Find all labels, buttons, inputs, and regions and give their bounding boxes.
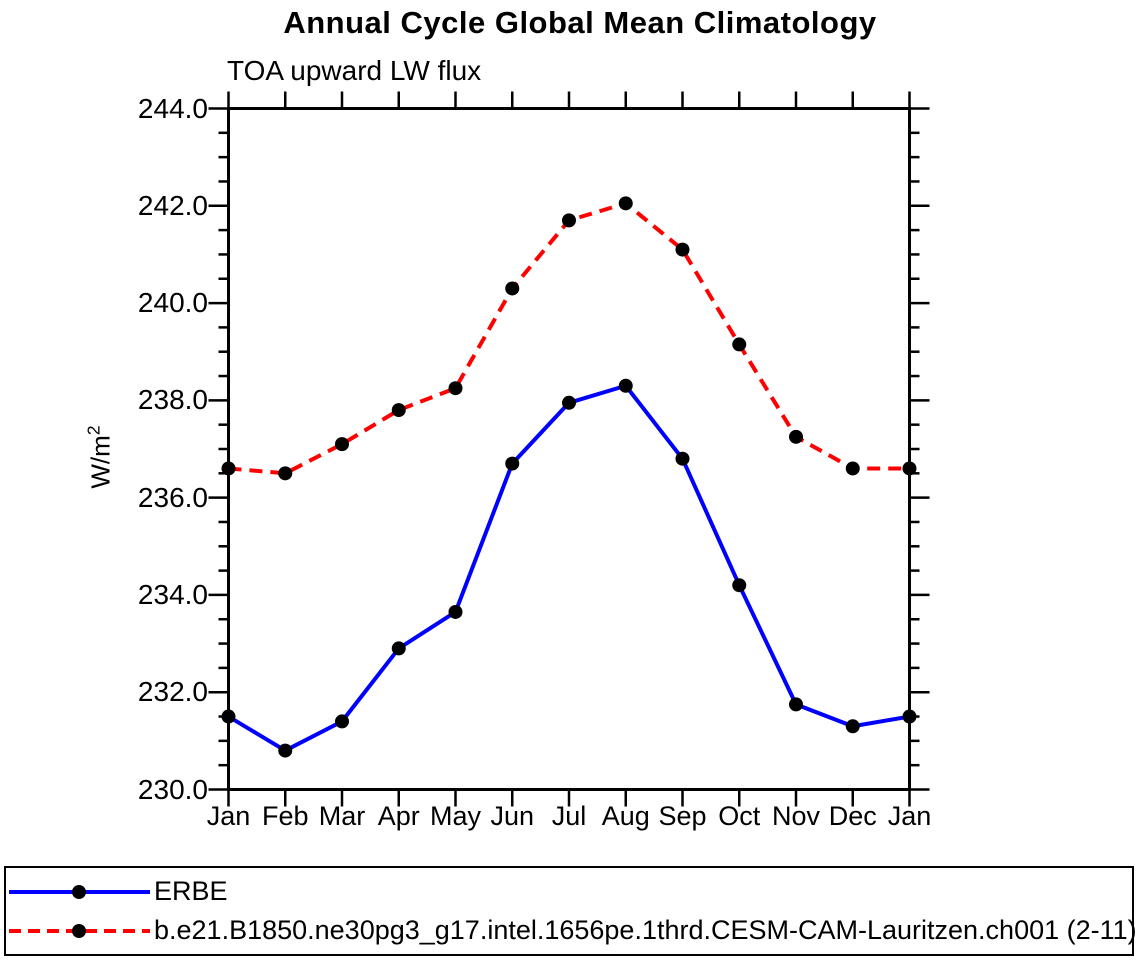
data-point-marker bbox=[221, 461, 236, 476]
chart-subtitle: TOA upward LW flux bbox=[227, 55, 482, 86]
series-model bbox=[221, 196, 917, 481]
y-tick-label: 232.0 bbox=[137, 676, 208, 708]
x-tick-label: Jan bbox=[887, 801, 932, 831]
chart-title: Annual Cycle Global Mean Climatology bbox=[283, 5, 877, 40]
data-point-marker bbox=[732, 337, 747, 352]
data-point-marker bbox=[278, 466, 293, 481]
x-tick-label: Nov bbox=[771, 801, 820, 831]
data-point-marker bbox=[789, 697, 803, 712]
data-point-marker bbox=[335, 714, 349, 729]
data-point-marker bbox=[448, 381, 463, 396]
x-tick-label: Mar bbox=[318, 801, 366, 831]
data-point-marker bbox=[335, 437, 349, 452]
x-tick-label: Aug bbox=[601, 801, 650, 831]
x-tick-label: Sep bbox=[658, 801, 707, 831]
data-point-marker bbox=[221, 709, 236, 724]
x-tick-label: Feb bbox=[261, 801, 309, 831]
data-point-marker bbox=[391, 403, 406, 418]
y-tick-label: 234.0 bbox=[137, 578, 208, 610]
y-tick-label: 244.0 bbox=[137, 92, 208, 124]
data-point-marker bbox=[391, 641, 406, 656]
y-tick-label: 230.0 bbox=[137, 773, 208, 805]
data-point-marker bbox=[278, 743, 293, 758]
data-point-marker bbox=[562, 395, 576, 410]
x-tick-label: Jul bbox=[551, 801, 587, 831]
x-axis-ticks bbox=[227, 91, 911, 807]
x-tick-label: May bbox=[429, 801, 481, 831]
legend-line-sample-model bbox=[9, 923, 150, 938]
data-point-marker bbox=[618, 378, 633, 393]
data-point-marker bbox=[448, 604, 463, 619]
x-tick-label: Jun bbox=[490, 801, 535, 831]
legend-line-sample-erbe bbox=[9, 884, 150, 899]
x-tick-label: Jan bbox=[206, 801, 251, 831]
x-tick-label: Oct bbox=[718, 801, 761, 831]
data-point-marker bbox=[562, 213, 576, 228]
data-point-marker bbox=[505, 281, 520, 296]
data-point-marker bbox=[505, 456, 520, 471]
legend-label-erbe: ERBE bbox=[154, 876, 228, 906]
x-tick-label: Apr bbox=[377, 801, 420, 831]
y-tick-label: 236.0 bbox=[137, 481, 208, 513]
data-point-marker bbox=[618, 196, 633, 211]
series-erbe bbox=[221, 378, 917, 758]
data-point-marker bbox=[675, 451, 690, 466]
x-tick-label: Dec bbox=[828, 801, 877, 831]
data-point-marker bbox=[845, 461, 860, 476]
legend-entry-erbe: ERBE bbox=[6, 876, 1132, 907]
legend: ERBE b.e21.B1850.ne30pg3_g17.intel.1656p… bbox=[4, 866, 1137, 956]
y-tick-label: 238.0 bbox=[137, 384, 208, 416]
data-point-marker bbox=[789, 429, 803, 444]
data-point-marker bbox=[902, 461, 917, 476]
data-point-marker bbox=[902, 709, 917, 724]
data-point-marker bbox=[732, 578, 747, 593]
legend-entry-model: b.e21.B1850.ne30pg3_g17.intel.1656pe.1th… bbox=[6, 915, 1137, 946]
data-point-marker bbox=[675, 242, 690, 257]
legend-label-model: b.e21.B1850.ne30pg3_g17.intel.1656pe.1th… bbox=[154, 915, 1137, 945]
y-tick-label: 240.0 bbox=[137, 287, 208, 319]
y-tick-label: 242.0 bbox=[137, 189, 208, 221]
data-point-marker bbox=[845, 719, 860, 734]
